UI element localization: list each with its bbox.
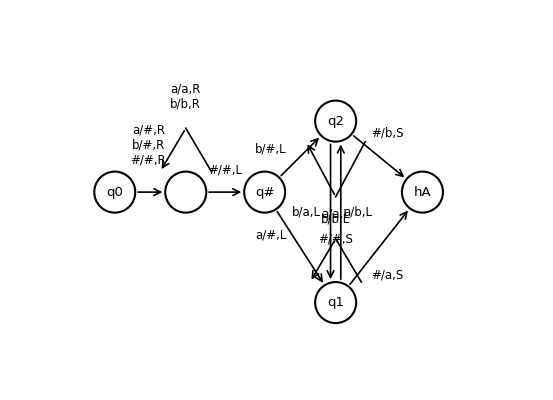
Text: hA: hA <box>414 186 431 199</box>
Text: b/#,L: b/#,L <box>255 142 286 155</box>
Text: #/b,S: #/b,S <box>371 126 403 140</box>
Circle shape <box>94 172 135 213</box>
Text: a/#,R
b/#,R
#/#,R: a/#,R b/#,R #/#,R <box>131 123 166 166</box>
Text: a/b,L: a/b,L <box>343 205 372 218</box>
Circle shape <box>244 172 285 213</box>
Circle shape <box>315 282 356 323</box>
Circle shape <box>402 172 443 213</box>
Text: q0: q0 <box>106 186 123 199</box>
Text: a/#,L: a/#,L <box>255 229 286 242</box>
Text: #/#,S: #/#,S <box>318 232 353 245</box>
Text: b/a,L: b/a,L <box>291 205 321 218</box>
Text: q2: q2 <box>327 115 344 128</box>
Circle shape <box>165 172 206 213</box>
Text: a/a,L: a/a,L <box>321 208 350 221</box>
Text: q1: q1 <box>327 296 344 309</box>
Text: b/b,L: b/b,L <box>321 213 350 226</box>
Text: q#: q# <box>255 186 274 199</box>
Circle shape <box>315 101 356 142</box>
Text: #/#,L: #/#,L <box>208 164 242 177</box>
Text: #/a,S: #/a,S <box>371 268 403 282</box>
Text: a/a,R
b/b,R: a/a,R b/b,R <box>170 82 201 110</box>
